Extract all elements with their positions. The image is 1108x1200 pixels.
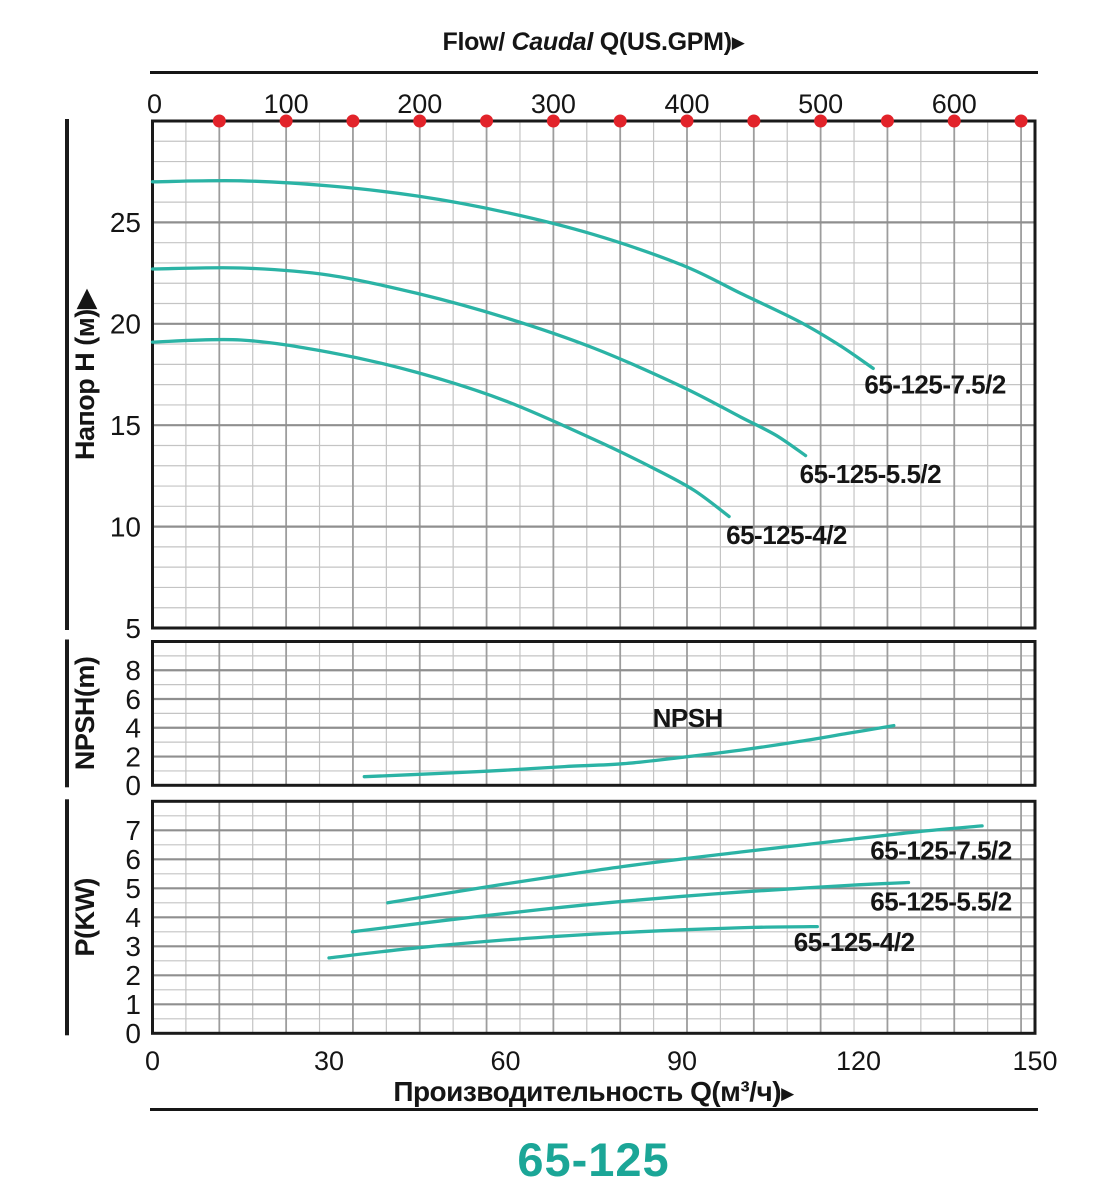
head-ytick-labels: 5 10 15 20 25 (110, 207, 141, 644)
red-dot-marker (814, 114, 828, 128)
npsh-ytick-label: 6 (125, 684, 141, 715)
m3h-tick-label: 0 (145, 1046, 160, 1076)
head-chart-frame (151, 119, 1037, 630)
m3h-tick-label: 90 (667, 1046, 697, 1076)
gpm-tick-label: 100 (264, 89, 309, 119)
red-dot-marker (480, 114, 494, 128)
red-dot-marker (680, 114, 694, 128)
gpm-tick-label: 200 (397, 89, 442, 119)
head-y-axis-label: Напор H (м)▶ (70, 288, 100, 460)
top-axis-title-unit: Q(US.GPM) (593, 28, 732, 56)
curve-label-65-125-4/2: 65-125-4/2 (726, 520, 847, 550)
npsh-minor-hgrid (152, 655, 1035, 772)
power-ytick-label: 6 (125, 844, 141, 875)
top-gpm-tick-labels: 0 100 200 300 400 500 600 (147, 89, 977, 119)
curve-65-125-5.5/2 (350, 880, 911, 934)
power-ytick-label: 0 (125, 1018, 141, 1049)
npsh-ytick-label: 8 (125, 655, 141, 686)
red-dot-marker (212, 114, 226, 128)
curve-label-65-125-7.5/2: 65-125-7.5/2 (870, 836, 1011, 866)
bottom-m3h-tick-labels: 0 30 60 90 120 150 (145, 1046, 1058, 1076)
curve-65-125-4/2 (150, 337, 731, 519)
curve-65-125-4/2 (327, 924, 819, 960)
top-axis-rule (150, 71, 1038, 74)
head-chart: 5 10 15 20 25 Напор H (м)▶ 65-125-7.5/2 65-125-… (65, 119, 1037, 644)
power-ytick-label: 5 (125, 873, 141, 904)
gpm-tick-label: 400 (664, 89, 709, 119)
curve-label-65-125-5.5/2: 65-125-5.5/2 (870, 886, 1011, 916)
power-major-hgrid (152, 829, 1035, 1006)
curve-label-65-125-7.5/2: 65-125-7.5/2 (864, 370, 1005, 400)
right-arrow-icon: ▶ (731, 33, 745, 52)
head-vgrid (185, 121, 1022, 628)
npsh-ytick-label: 4 (125, 713, 141, 744)
head-major-hgrid (152, 221, 1035, 528)
head-ytick-label: 15 (110, 410, 141, 441)
m3h-tick-label: 60 (490, 1046, 520, 1076)
head-ytick-label: 25 (110, 207, 141, 238)
bottom-axis-title: Производительность Q(м³/ч)▶ (152, 1076, 1035, 1108)
bottom-axis-title-text: Производительность Q(м³/ч) (393, 1076, 782, 1107)
curve-65-125-7.5/2 (386, 824, 984, 905)
bottom-axis-rule (150, 1108, 1038, 1111)
red-dot-marker (747, 114, 761, 128)
top-axis-title-flow: Flow/ (442, 28, 505, 56)
power-y-axis-label: P(KW) (70, 878, 100, 956)
m3h-tick-label: 120 (836, 1046, 881, 1076)
gpm-tick-label: 0 (147, 89, 162, 119)
head-ytick-label: 10 (110, 511, 141, 542)
top-axis-title-caudal: Caudal (504, 28, 594, 56)
red-dot-marker (1014, 114, 1028, 128)
red-dot-marker (947, 114, 961, 128)
head-ytick-label: 5 (125, 613, 141, 644)
gpm-tick-label: 500 (798, 89, 843, 119)
power-ytick-label: 3 (125, 931, 141, 962)
red-dot-marker (880, 114, 894, 128)
right-arrow-icon: ▶ (781, 1084, 794, 1103)
gpm-dot-markers (212, 114, 1028, 128)
power-ytick-label: 1 (125, 989, 141, 1020)
m3h-tick-label: 150 (1012, 1046, 1057, 1076)
gpm-tick-label: 600 (932, 89, 977, 119)
gpm-tick-label: 300 (531, 89, 576, 119)
power-axis-bar (65, 799, 69, 1036)
red-dot-marker (613, 114, 627, 128)
top-axis-title: Flow/ Caudal Q(US.GPM)▶ (152, 28, 1035, 57)
power-ytick-label: 7 (125, 815, 141, 846)
pump-model-title: 65-125 (517, 1133, 670, 1186)
red-dot-marker (279, 114, 293, 128)
npsh-vgrid (185, 641, 1022, 786)
npsh-chart-frame (151, 640, 1037, 787)
npsh-ytick-label: 0 (125, 770, 141, 801)
power-ytick-label: 4 (125, 902, 141, 933)
power-ytick-label: 2 (125, 960, 141, 991)
red-dot-marker (546, 114, 560, 128)
npsh-axis-bar (65, 639, 69, 788)
npsh-ytick-label: 2 (125, 741, 141, 772)
curve-label-65-125-5.5/2: 65-125-5.5/2 (800, 459, 941, 489)
red-dot-marker (413, 114, 427, 128)
curve-NPSH (362, 723, 896, 779)
curve-label-NPSH: NPSH (653, 703, 723, 733)
curve-65-125-7.5/2 (150, 178, 875, 371)
power-chart-frame (151, 799, 1037, 1035)
npsh-y-axis-label: NPSH(m) (70, 657, 100, 771)
m3h-tick-label: 30 (314, 1046, 344, 1076)
red-dot-marker (346, 114, 360, 128)
curve-label-65-125-4/2: 65-125-4/2 (794, 927, 915, 957)
head-ytick-label: 20 (110, 309, 141, 340)
curve-65-125-5.5/2 (150, 266, 808, 458)
head-axis-bar (65, 119, 69, 630)
